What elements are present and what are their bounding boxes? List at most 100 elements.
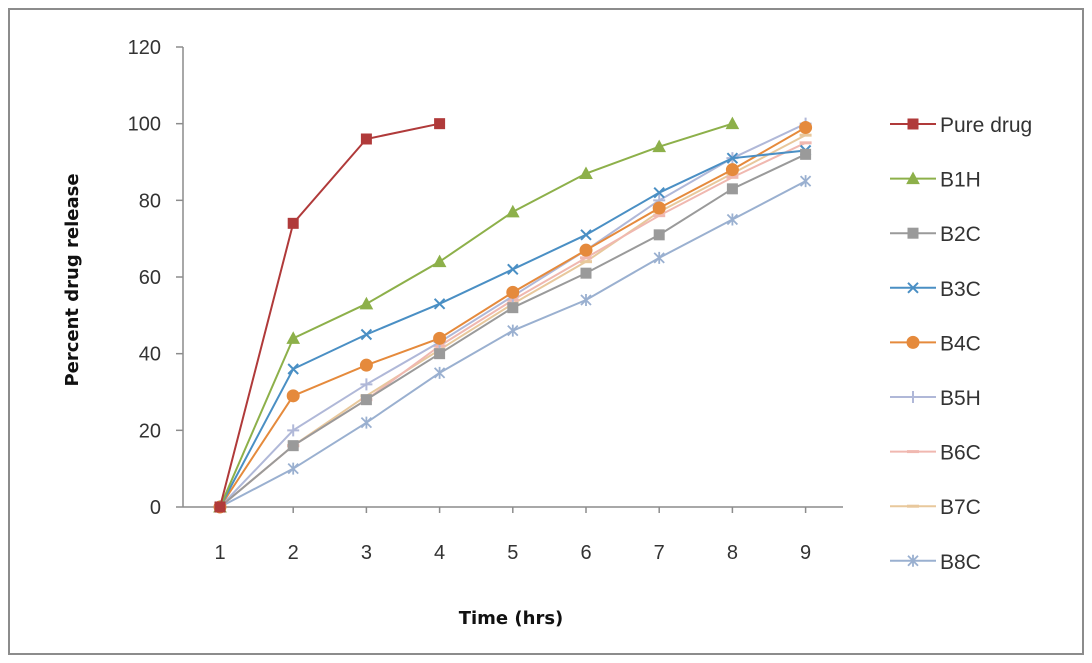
legend-marker — [907, 554, 919, 567]
data-point-pure-drug — [214, 501, 226, 513]
data-point-b2c — [580, 267, 592, 279]
data-point-b3c — [360, 328, 373, 341]
legend-label: B8C — [940, 551, 981, 574]
data-point-b8c — [433, 366, 446, 379]
data-point-b3c — [726, 152, 739, 164]
legend-label: B6C — [940, 442, 981, 465]
legend-label: B4C — [940, 332, 981, 355]
x-tick-label: 4 — [434, 542, 445, 564]
series-b1h — [213, 116, 740, 513]
legend-marker — [907, 282, 919, 294]
data-point-b4c — [433, 331, 447, 345]
legend-marker — [906, 335, 920, 349]
legend-item-pure-drug: Pure drug — [890, 114, 1032, 137]
legend-label: B7C — [940, 496, 981, 519]
x-axis-title: Time (hrs) — [459, 608, 564, 629]
legend-label: B5H — [940, 387, 981, 410]
data-point-b3c — [580, 229, 592, 241]
y-tick-label: 80 — [139, 190, 161, 212]
x-tick-label: 7 — [654, 542, 665, 564]
legend-marker — [907, 118, 919, 130]
data-point-b2c — [287, 440, 299, 452]
data-point-pure-drug — [360, 133, 372, 145]
legend-label: B1H — [940, 169, 981, 192]
data-point-b3c — [653, 186, 665, 199]
data-point-b1h — [579, 166, 593, 179]
series-pure-drug — [214, 118, 446, 513]
data-point-b8c — [580, 294, 592, 306]
data-point-b4c — [506, 285, 520, 299]
series-b8c — [214, 175, 812, 513]
data-point-b2c — [434, 348, 446, 360]
data-point-pure-drug — [434, 118, 446, 130]
data-point-b4c — [652, 201, 666, 215]
x-tick-label: 5 — [507, 542, 518, 564]
series-b4c — [213, 121, 813, 514]
data-point-b2c — [360, 394, 372, 406]
data-point-b4c — [286, 389, 300, 403]
data-point-b1h — [432, 254, 447, 268]
x-tick-label: 9 — [800, 542, 811, 564]
legend-item-b1h: B1H — [890, 169, 981, 192]
data-point-b2c — [653, 229, 665, 241]
data-point-b1h — [725, 116, 740, 130]
legend-label: B2C — [940, 223, 981, 246]
data-point-b4c — [579, 243, 593, 257]
data-point-b3c — [507, 263, 519, 276]
legend-item-b6c: B6C — [890, 442, 981, 465]
data-point-b8c — [507, 324, 519, 337]
series-b5h — [214, 117, 812, 513]
data-point-b2c — [800, 148, 812, 160]
data-point-b4c — [359, 358, 373, 372]
data-point-b1h — [652, 139, 667, 153]
data-point-b5h — [360, 378, 373, 391]
x-tick-label: 8 — [727, 542, 738, 564]
data-point-b3c — [433, 298, 446, 310]
data-point-b2c — [726, 183, 738, 195]
legend-marker — [907, 391, 919, 403]
series-line-b8c — [219, 180, 807, 508]
series-b7c — [214, 133, 812, 509]
chart-axes: 0 20 40 60 80 100 120 1 2 3 4 5 6 7 8 9 — [128, 37, 843, 564]
series-b2c — [214, 148, 812, 513]
data-point-b1h — [286, 331, 301, 344]
y-tick-label: 100 — [128, 114, 161, 136]
data-point-b8c — [360, 416, 373, 429]
data-point-b4c — [799, 121, 813, 134]
y-axis-title: Percent drug release — [62, 173, 83, 386]
y-tick-label: 120 — [128, 37, 161, 59]
series-layer — [213, 116, 813, 514]
series-b3c — [214, 144, 812, 513]
y-tick-label: 40 — [139, 344, 161, 366]
legend-item-b3c: B3C — [890, 278, 981, 301]
legend-item-b4c: B4C — [890, 332, 981, 355]
series-line-pure-drug — [219, 122, 440, 508]
legend-label: Pure drug — [940, 114, 1032, 137]
legend: Pure drug B1H B2C B3C B4C B5H B6C B7C B8C — [890, 114, 1032, 574]
legend-label: B3C — [940, 278, 981, 301]
legend-item-b8c: B8C — [890, 551, 981, 574]
legend-marker — [906, 171, 920, 185]
x-tick-label: 2 — [288, 542, 299, 564]
legend-marker — [907, 227, 919, 239]
data-point-b8c — [653, 251, 665, 264]
legend-item-b5h: B5H — [890, 387, 981, 410]
x-tick-label: 6 — [580, 542, 591, 564]
data-point-b1h — [359, 296, 374, 310]
y-tick-label: 60 — [139, 267, 161, 289]
data-point-b4c — [725, 163, 739, 177]
chart-frame — [8, 8, 1084, 655]
data-point-b3c — [287, 363, 299, 375]
data-point-b8c — [726, 213, 739, 226]
x-tick-label: 3 — [361, 542, 372, 564]
y-tick-label: 20 — [139, 420, 161, 442]
data-point-b5h — [287, 424, 300, 437]
y-tick-label: 0 — [150, 497, 161, 519]
series-line-b1h — [219, 122, 733, 508]
legend-item-b2c: B2C — [890, 223, 981, 246]
data-point-b8c — [799, 175, 812, 188]
series-line-b7c — [219, 134, 807, 508]
data-point-pure-drug — [287, 217, 299, 229]
x-tick-label: 1 — [214, 542, 225, 564]
